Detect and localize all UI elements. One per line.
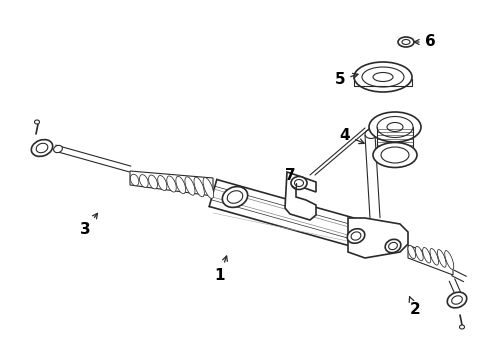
Ellipse shape [294, 180, 303, 186]
Ellipse shape [351, 232, 361, 240]
Ellipse shape [291, 176, 307, 189]
Ellipse shape [373, 143, 417, 167]
Ellipse shape [438, 249, 446, 267]
Ellipse shape [227, 191, 243, 203]
Ellipse shape [365, 130, 377, 139]
Ellipse shape [354, 62, 412, 92]
Ellipse shape [369, 112, 421, 142]
Ellipse shape [362, 67, 404, 87]
Ellipse shape [377, 117, 413, 138]
Ellipse shape [452, 296, 463, 304]
Ellipse shape [387, 122, 403, 131]
Ellipse shape [385, 239, 401, 253]
Text: 7: 7 [285, 167, 296, 189]
Text: 3: 3 [80, 213, 98, 238]
Text: 6: 6 [414, 35, 436, 49]
Ellipse shape [36, 143, 48, 153]
Ellipse shape [167, 176, 176, 192]
Ellipse shape [53, 145, 62, 153]
Ellipse shape [31, 140, 53, 157]
Ellipse shape [381, 147, 409, 163]
Ellipse shape [203, 177, 214, 198]
Ellipse shape [423, 247, 431, 263]
Ellipse shape [402, 40, 410, 45]
Ellipse shape [389, 242, 397, 249]
Ellipse shape [130, 174, 139, 186]
Ellipse shape [176, 176, 186, 194]
Ellipse shape [185, 177, 195, 195]
Ellipse shape [140, 175, 148, 187]
Ellipse shape [34, 120, 40, 124]
Ellipse shape [158, 175, 167, 190]
Polygon shape [130, 171, 213, 196]
Ellipse shape [408, 246, 416, 258]
Ellipse shape [148, 175, 157, 189]
Text: 4: 4 [340, 127, 364, 144]
Text: 1: 1 [215, 256, 227, 283]
Ellipse shape [347, 229, 365, 243]
Ellipse shape [430, 248, 439, 265]
Ellipse shape [373, 72, 393, 81]
Ellipse shape [460, 325, 465, 329]
Ellipse shape [445, 251, 454, 269]
Polygon shape [285, 172, 316, 220]
Ellipse shape [447, 292, 467, 308]
Ellipse shape [194, 177, 204, 197]
Ellipse shape [398, 37, 414, 47]
Polygon shape [408, 245, 453, 275]
Polygon shape [348, 218, 408, 258]
Text: 2: 2 [409, 297, 420, 318]
Ellipse shape [416, 246, 423, 261]
Text: 5: 5 [335, 72, 358, 87]
Ellipse shape [222, 186, 247, 207]
